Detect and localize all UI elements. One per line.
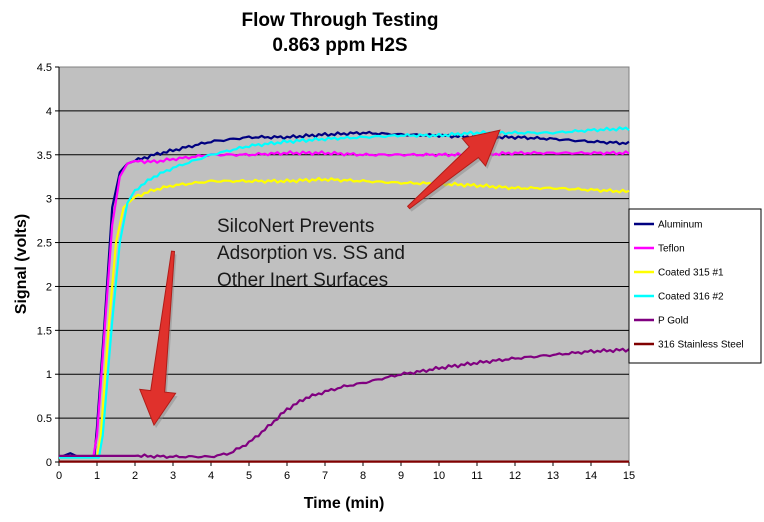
y-tick-label: 0.5 [37, 413, 52, 425]
legend-label-5: 316 Stainless Steel [658, 340, 744, 351]
x-tick-label: 2 [132, 470, 138, 482]
x-tick-label: 10 [433, 470, 445, 482]
x-tick-label: 5 [246, 470, 252, 482]
series-lines [58, 126, 630, 463]
annotation-text: SilcoNert Prevents Adsorption vs. SS and O… [217, 216, 405, 291]
plot-area [58, 66, 630, 463]
x-tick-label: 15 [623, 470, 635, 482]
y-tick-label: 2.5 [37, 238, 52, 250]
legend-label-4: P Gold [658, 316, 688, 327]
series-line-1 [59, 150, 630, 459]
x-tick-label: 11 [471, 470, 482, 482]
legend-label-2: Coated 315 #1 [658, 268, 724, 279]
series-line-2 [59, 176, 630, 459]
x-tick-label: 14 [585, 470, 597, 482]
annotation-line: SilcoNert Prevents [217, 216, 374, 237]
y-tick-label: 1.5 [37, 325, 52, 337]
x-tick-label: 7 [322, 470, 328, 482]
series-line-4 [59, 347, 630, 459]
series-line-3 [59, 126, 630, 459]
y-axis-title: Signal (volts) [13, 214, 30, 314]
legend: Aluminum Teflon Coated 315 #1 Coated 316 #2… [628, 208, 762, 364]
series-line-0 [58, 130, 630, 459]
x-tick-label: 6 [284, 470, 290, 482]
x-tick-label: 1 [94, 470, 100, 482]
y-tick-label: 3.5 [37, 150, 52, 162]
annotation-line: Adsorption vs. SS and [217, 243, 405, 264]
y-tick-label: 3 [46, 194, 52, 206]
x-tick-label: 8 [360, 470, 366, 482]
legend-box [628, 208, 762, 364]
chart-title: Flow Through Testing [241, 10, 438, 31]
x-tick-label: 4 [208, 470, 214, 482]
arrow-1 [406, 129, 501, 210]
legend-label-1: Teflon [658, 244, 685, 255]
annotation-line: Other Inert Surfaces [217, 270, 388, 291]
x-tick-label: 0 [56, 470, 62, 482]
y-tick-label: 1 [46, 369, 52, 381]
x-axis-title: Time (min) [304, 495, 385, 512]
x-tick-label: 12 [509, 470, 521, 482]
x-tick-label: 13 [547, 470, 559, 482]
legend-label-3: Coated 316 #2 [658, 292, 724, 303]
legend-label-0: Aluminum [658, 220, 702, 231]
chart-subtitle: 0.863 ppm H2S [272, 35, 407, 56]
arrow-0 [139, 250, 177, 427]
annotation-arrows [139, 129, 502, 429]
y-tick-label: 4.5 [37, 62, 52, 74]
y-tick-label: 2 [46, 281, 52, 293]
x-tick-label: 9 [398, 470, 404, 482]
y-tick-label: 0 [46, 457, 52, 469]
x-tick-label: 3 [170, 470, 176, 482]
y-tick-label: 4 [46, 106, 52, 118]
